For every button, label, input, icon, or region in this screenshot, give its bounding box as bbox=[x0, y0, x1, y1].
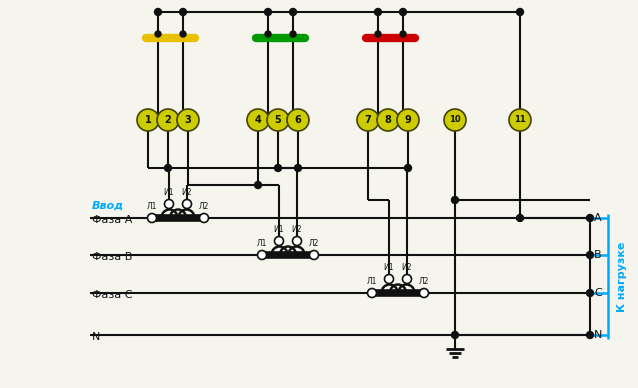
Text: И1: И1 bbox=[164, 188, 174, 197]
Circle shape bbox=[309, 251, 318, 260]
Circle shape bbox=[265, 9, 272, 16]
Text: 4: 4 bbox=[255, 115, 262, 125]
Circle shape bbox=[157, 109, 179, 131]
Circle shape bbox=[517, 215, 524, 222]
Circle shape bbox=[517, 9, 524, 16]
Circle shape bbox=[404, 165, 412, 171]
Text: B: B bbox=[594, 250, 602, 260]
Text: И2: И2 bbox=[402, 263, 412, 272]
Circle shape bbox=[290, 9, 297, 16]
Circle shape bbox=[400, 31, 406, 37]
Circle shape bbox=[177, 109, 199, 131]
Circle shape bbox=[403, 274, 412, 284]
Circle shape bbox=[267, 109, 289, 131]
Circle shape bbox=[154, 9, 161, 16]
Circle shape bbox=[367, 289, 376, 298]
Circle shape bbox=[295, 165, 302, 171]
Circle shape bbox=[287, 109, 309, 131]
Text: Л2: Л2 bbox=[199, 202, 209, 211]
Text: Л2: Л2 bbox=[309, 239, 319, 248]
Text: Л1: Л1 bbox=[147, 202, 157, 211]
Text: 11: 11 bbox=[514, 116, 526, 125]
Text: Л1: Л1 bbox=[367, 277, 377, 286]
Text: Фаза B: Фаза B bbox=[92, 252, 132, 262]
Circle shape bbox=[397, 109, 419, 131]
Circle shape bbox=[444, 109, 466, 131]
Circle shape bbox=[165, 165, 172, 171]
Circle shape bbox=[377, 109, 399, 131]
Text: 5: 5 bbox=[274, 115, 281, 125]
Text: И2: И2 bbox=[182, 188, 192, 197]
Text: К нагрузке: К нагрузке bbox=[617, 241, 627, 312]
Circle shape bbox=[165, 199, 174, 208]
Text: И1: И1 bbox=[274, 225, 285, 234]
Circle shape bbox=[586, 215, 593, 222]
Text: C: C bbox=[594, 288, 602, 298]
Circle shape bbox=[290, 31, 296, 37]
Text: 9: 9 bbox=[404, 115, 412, 125]
Circle shape bbox=[420, 289, 429, 298]
Circle shape bbox=[147, 213, 156, 222]
Text: Л2: Л2 bbox=[419, 277, 429, 286]
Circle shape bbox=[375, 31, 381, 37]
Text: 3: 3 bbox=[184, 115, 191, 125]
Circle shape bbox=[452, 331, 459, 338]
Text: Ввод: Ввод bbox=[92, 201, 124, 211]
Text: 2: 2 bbox=[165, 115, 172, 125]
Circle shape bbox=[586, 331, 593, 338]
Circle shape bbox=[200, 213, 209, 222]
Text: N: N bbox=[594, 330, 602, 340]
Circle shape bbox=[399, 9, 406, 16]
Circle shape bbox=[452, 196, 459, 203]
Text: 6: 6 bbox=[295, 115, 301, 125]
Circle shape bbox=[182, 199, 191, 208]
Text: Фаза A: Фаза A bbox=[92, 215, 132, 225]
Text: Л1: Л1 bbox=[257, 239, 267, 248]
Text: И2: И2 bbox=[292, 225, 302, 234]
Circle shape bbox=[137, 109, 159, 131]
Circle shape bbox=[586, 251, 593, 258]
Circle shape bbox=[385, 274, 394, 284]
Text: 8: 8 bbox=[385, 115, 392, 125]
Circle shape bbox=[180, 31, 186, 37]
Circle shape bbox=[255, 182, 262, 189]
Text: 1: 1 bbox=[145, 115, 151, 125]
Circle shape bbox=[509, 109, 531, 131]
Circle shape bbox=[292, 237, 302, 246]
Circle shape bbox=[265, 31, 271, 37]
Circle shape bbox=[357, 109, 379, 131]
Circle shape bbox=[179, 9, 186, 16]
Circle shape bbox=[155, 31, 161, 37]
Text: И1: И1 bbox=[383, 263, 394, 272]
Circle shape bbox=[247, 109, 269, 131]
Circle shape bbox=[274, 165, 281, 171]
Text: 7: 7 bbox=[365, 115, 371, 125]
Circle shape bbox=[375, 9, 382, 16]
Circle shape bbox=[274, 237, 283, 246]
Text: 10: 10 bbox=[449, 116, 461, 125]
Circle shape bbox=[258, 251, 267, 260]
Text: Фаза C: Фаза C bbox=[92, 290, 133, 300]
Text: A: A bbox=[594, 213, 602, 223]
Circle shape bbox=[586, 289, 593, 296]
Text: N: N bbox=[92, 332, 100, 342]
